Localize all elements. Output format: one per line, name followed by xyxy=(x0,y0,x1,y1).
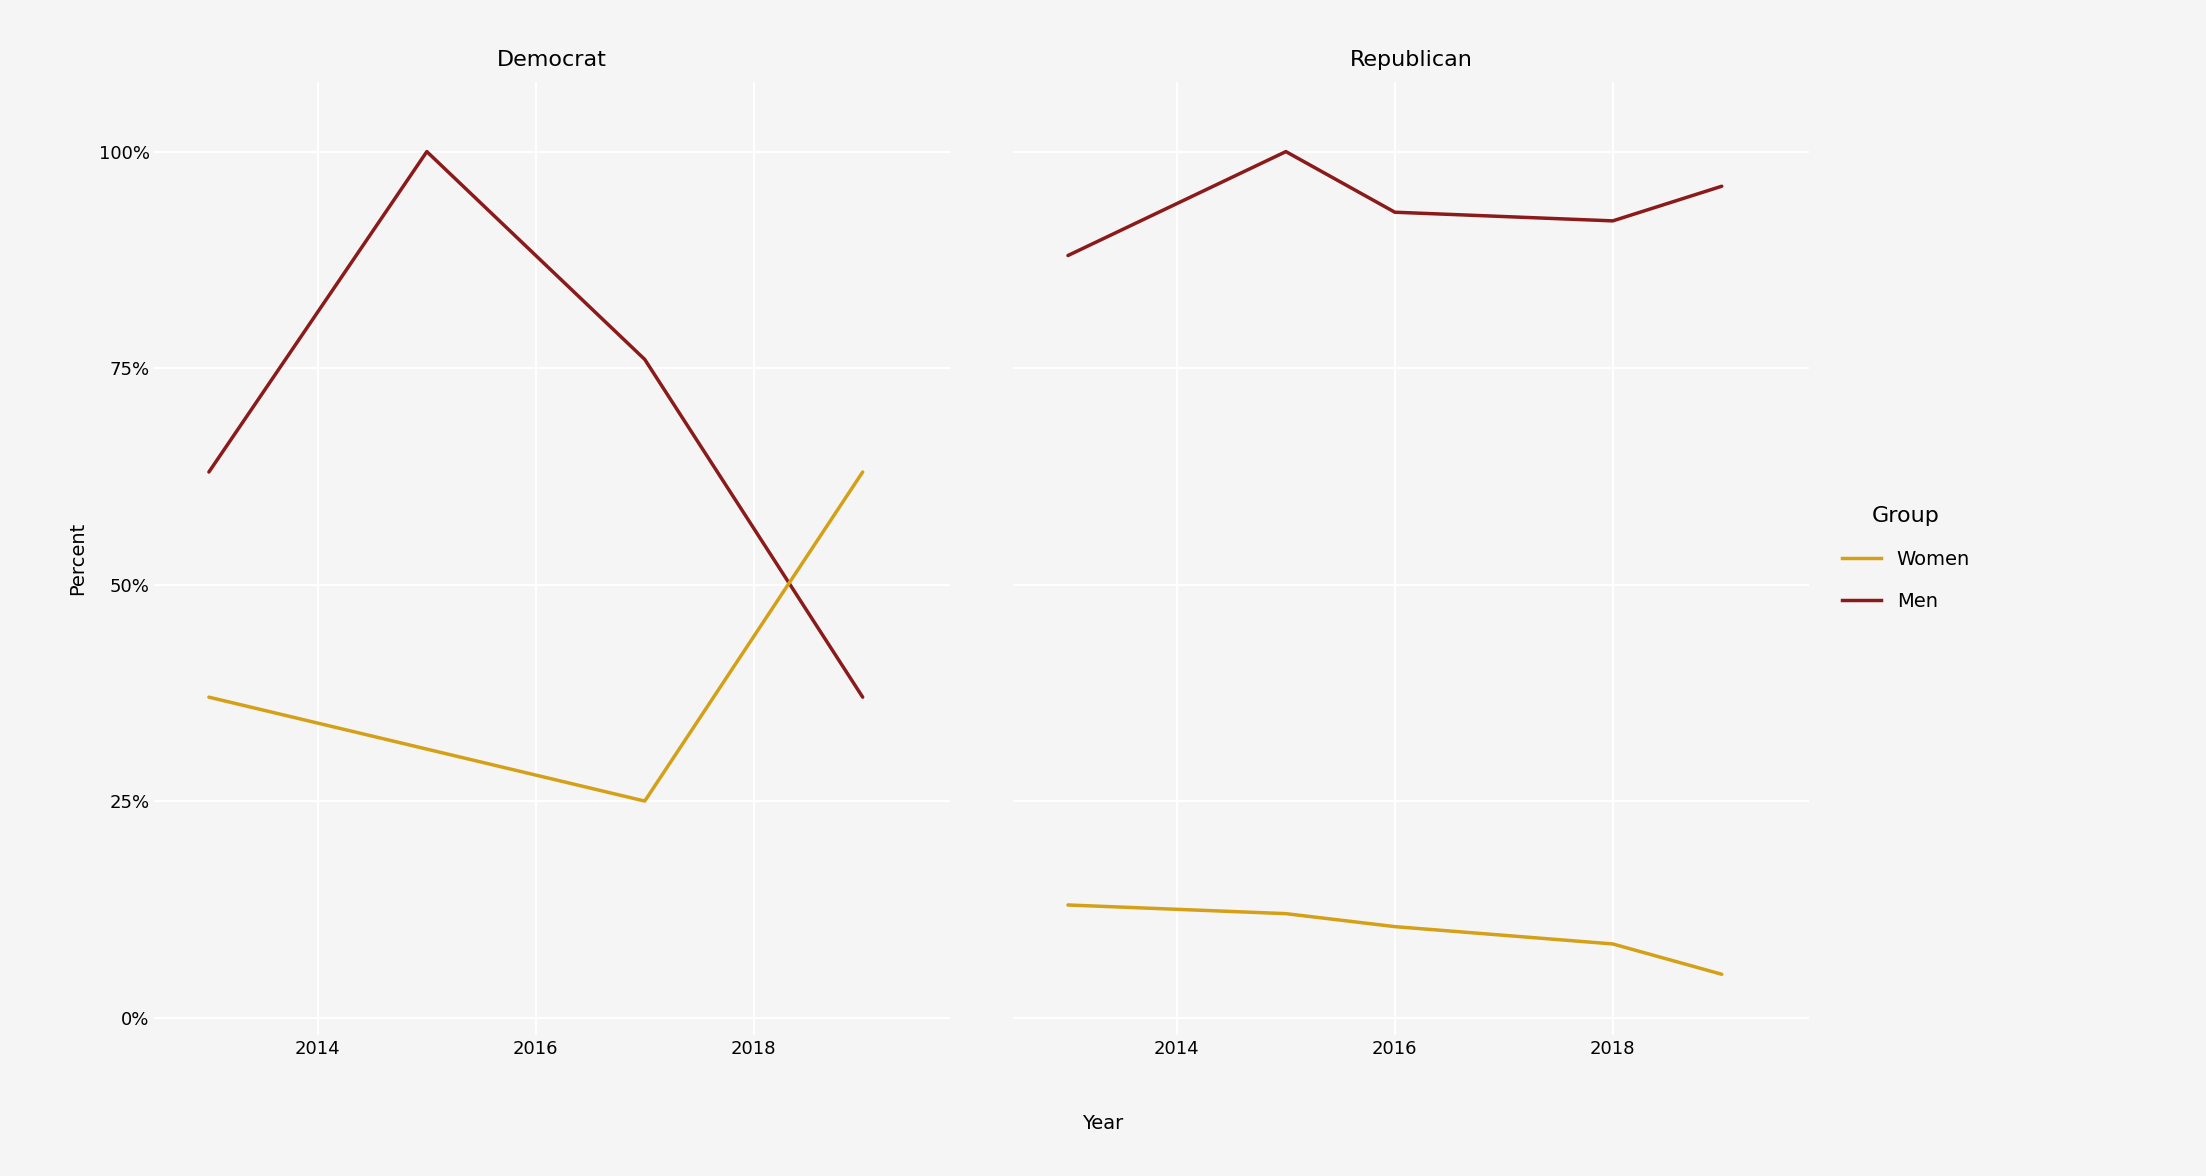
Y-axis label: Percent: Percent xyxy=(68,522,88,595)
Legend: Women, Men: Women, Men xyxy=(1835,499,1979,619)
Title: Republican: Republican xyxy=(1350,49,1474,69)
Title: Democrat: Democrat xyxy=(496,49,607,69)
Text: Year: Year xyxy=(1083,1114,1123,1132)
